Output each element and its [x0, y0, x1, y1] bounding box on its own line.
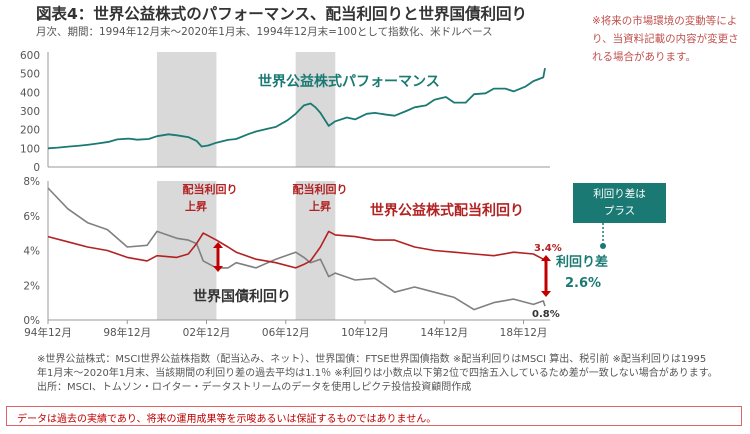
disclaimer-text: データは過去の実績であり、将来の運用成果等を示唆あるいは保証するものではありませ… — [17, 414, 437, 425]
notice-text: ※将来の市場環境の変動等により、当資料記載の内容が変更される場合があります。 — [592, 15, 739, 63]
annotation-rise-2-line1: 配当利回り — [293, 182, 348, 196]
annotation-rise-1-line1: 配当利回り — [183, 182, 238, 196]
footnote-1: ※世界公益株式：MSCI世界公益株指数（配当込み、ネット）、世界国債：FTSE世… — [37, 354, 707, 365]
rise-arrow-1-head-up — [213, 242, 223, 248]
shade-top-1 — [156, 52, 217, 167]
bottom-y-tick: 6% — [23, 211, 40, 223]
x-tick-label: 14年12月 — [420, 326, 468, 339]
chart-title: 図表4：世界公益株式のパフォーマンス、配当利回りと世界国債利回り — [36, 5, 527, 23]
top-y-tick: 500 — [20, 69, 40, 81]
annotation-rise-1-line2: 上昇 — [185, 199, 207, 213]
shade-bottom-1 — [156, 181, 217, 320]
bottom-y-tick: 0% — [23, 315, 40, 327]
bond-yield-line — [47, 187, 546, 311]
x-tick-label: 98年12月 — [103, 326, 151, 339]
top-y-tick: 200 — [20, 125, 40, 137]
bottom-y-tick: 8% — [23, 176, 40, 188]
series-lines — [47, 67, 546, 311]
x-tick-label: 02年12月 — [183, 326, 231, 339]
spread-arrow-head-up — [541, 255, 551, 261]
x-tick-label: 06年12月 — [262, 326, 310, 339]
bond-series-label: 世界国債利回り — [193, 288, 291, 305]
x-tick-label: 10年12月 — [341, 326, 389, 339]
x-tick-label: 94年12月 — [24, 326, 72, 339]
spread-arrow-head-down — [541, 291, 551, 297]
top-y-tick: 600 — [20, 50, 40, 62]
bottom-y-tick: 2% — [23, 280, 40, 292]
spread-arrow — [541, 255, 551, 297]
top-y-tick: 0 — [33, 162, 40, 174]
spread-label: 利回り差 — [556, 254, 608, 270]
spread-value: 2.6% — [565, 276, 601, 291]
x-tick-label: 18年12月 — [500, 326, 548, 339]
footnote-2: 年1月末～2020年1月末、当該期間の利回り差の過去平均は1.1％ ※利回りは小… — [37, 368, 718, 379]
disclaimer-box: データは過去の実績であり、将来の運用成果等を示唆あるいは保証するものではありませ… — [6, 406, 742, 426]
bond-latest-label: 0.8% — [532, 309, 560, 320]
badge-connector-dot — [600, 243, 606, 249]
dividend-yield-line — [47, 230, 546, 269]
dividend-latest-label: 3.4% — [534, 243, 562, 254]
footnote-source: 出所：MSCI、トムソン・ロイター・データストリームのデータを使用しピクテ投信投… — [37, 382, 472, 393]
chart-subtitle: 月次、期間：1994年12月末～2020年1月末、1994年12月末=100とし… — [36, 26, 493, 38]
bottom-y-tick: 4% — [23, 246, 40, 258]
rise-arrow-1-head-down — [213, 266, 223, 272]
dividend-series-label: 世界公益株式配当利回り — [370, 202, 524, 219]
shaded-periods — [156, 52, 336, 320]
badge-line2: プラス — [603, 205, 636, 217]
axes: 0 100 200 300 400 500 600 0% 2% 4% 6% 8% 94年12月 98年12… — [20, 50, 550, 339]
badge-line1: 利回り差は — [593, 188, 646, 200]
rise-arrow-1 — [213, 242, 223, 272]
top-y-tick: 400 — [20, 87, 40, 99]
yield-spread-badge: 利回り差は プラス — [573, 183, 666, 223]
annotation-rise-2-line2: 上昇 — [309, 199, 331, 213]
shade-bottom-2 — [295, 181, 336, 320]
equity-performance-line — [47, 67, 546, 150]
top-y-tick: 300 — [20, 106, 40, 118]
equity-series-label: 世界公益株式パフォーマンス — [258, 73, 440, 90]
shade-top-2 — [295, 52, 336, 167]
top-y-tick: 100 — [20, 143, 40, 155]
